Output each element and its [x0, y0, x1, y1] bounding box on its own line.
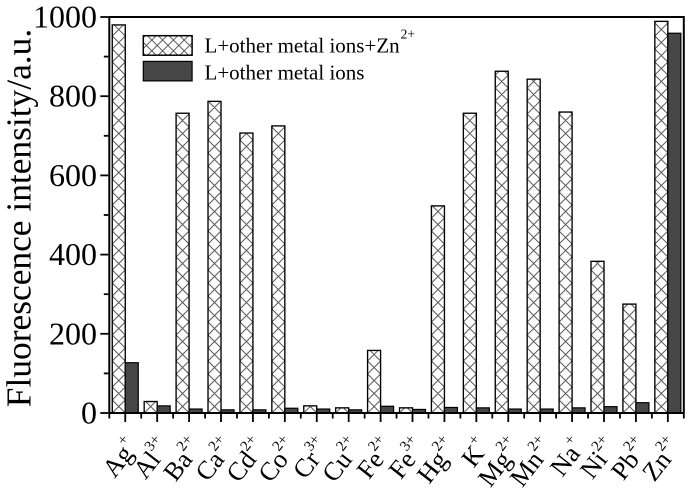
svg-text:L+other metal ions: L+other metal ions: [205, 61, 365, 85]
svg-text:400: 400: [49, 236, 97, 272]
svg-text:800: 800: [49, 78, 97, 114]
svg-text:200: 200: [49, 315, 97, 351]
svg-text:600: 600: [49, 157, 97, 193]
svg-text:1000: 1000: [33, 0, 97, 35]
svg-text:0: 0: [81, 395, 97, 431]
svg-text:Fluorescence intensity/a.u.: Fluorescence intensity/a.u.: [0, 29, 39, 407]
